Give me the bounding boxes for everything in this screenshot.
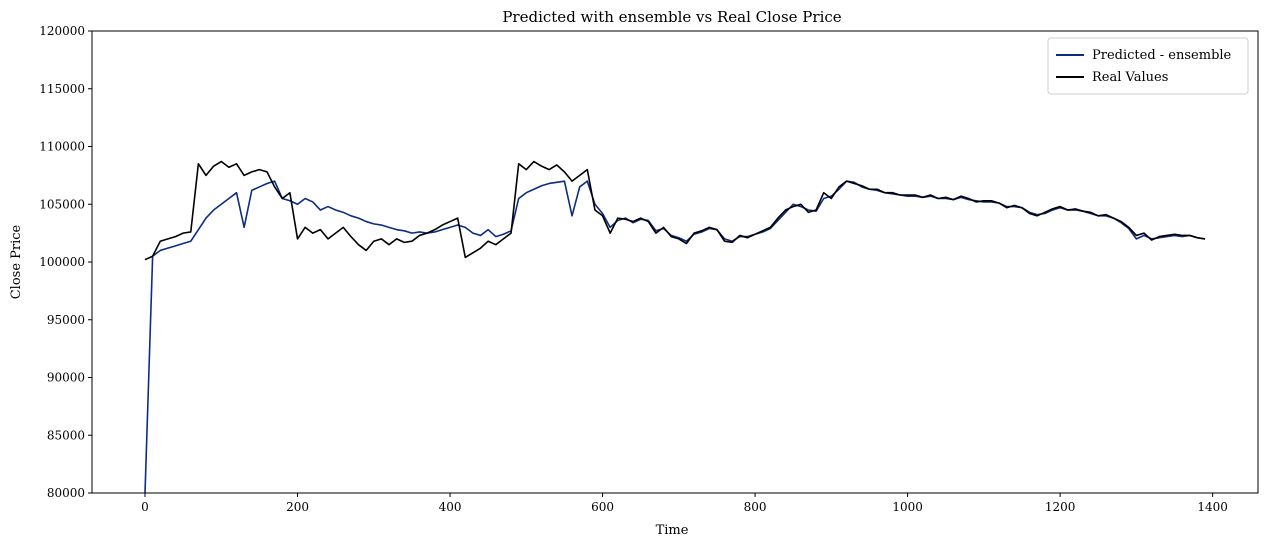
x-tick-label: 1200 — [1045, 500, 1076, 514]
y-tick-label: 95000 — [47, 313, 85, 327]
plot-frame — [91, 30, 1259, 494]
legend: Predicted - ensemble Real Values — [1047, 37, 1249, 95]
y-tick-label: 110000 — [39, 140, 85, 154]
x-tick-label: 800 — [744, 500, 767, 514]
series-line — [144, 160, 1206, 261]
y-tick-label: 90000 — [47, 371, 85, 385]
y-tick-label: 100000 — [39, 255, 85, 269]
y-tick-label: 120000 — [39, 24, 85, 38]
x-tick-label: 0 — [141, 500, 149, 514]
chart-title: Predicted with ensemble vs Real Close Pr… — [502, 8, 841, 26]
legend-label: Real Values — [1092, 70, 1168, 85]
y-axis-label: Close Price — [9, 224, 24, 299]
legend-label: Predicted - ensemble — [1092, 48, 1232, 63]
x-tick-label: 200 — [286, 500, 309, 514]
x-tick-label: 600 — [591, 500, 614, 514]
x-tick-label: 1000 — [892, 500, 923, 514]
x-tick-label: 400 — [439, 500, 462, 514]
x-tick-label: 1400 — [1197, 500, 1228, 514]
x-axis-label: Time — [656, 523, 689, 538]
plot-area — [144, 160, 1206, 493]
y-tick-label: 85000 — [47, 428, 85, 442]
y-tick-label: 80000 — [47, 486, 85, 500]
legend-box — [1047, 37, 1249, 95]
y-tick-label: 115000 — [39, 82, 85, 96]
y-tick-label: 105000 — [39, 197, 85, 211]
